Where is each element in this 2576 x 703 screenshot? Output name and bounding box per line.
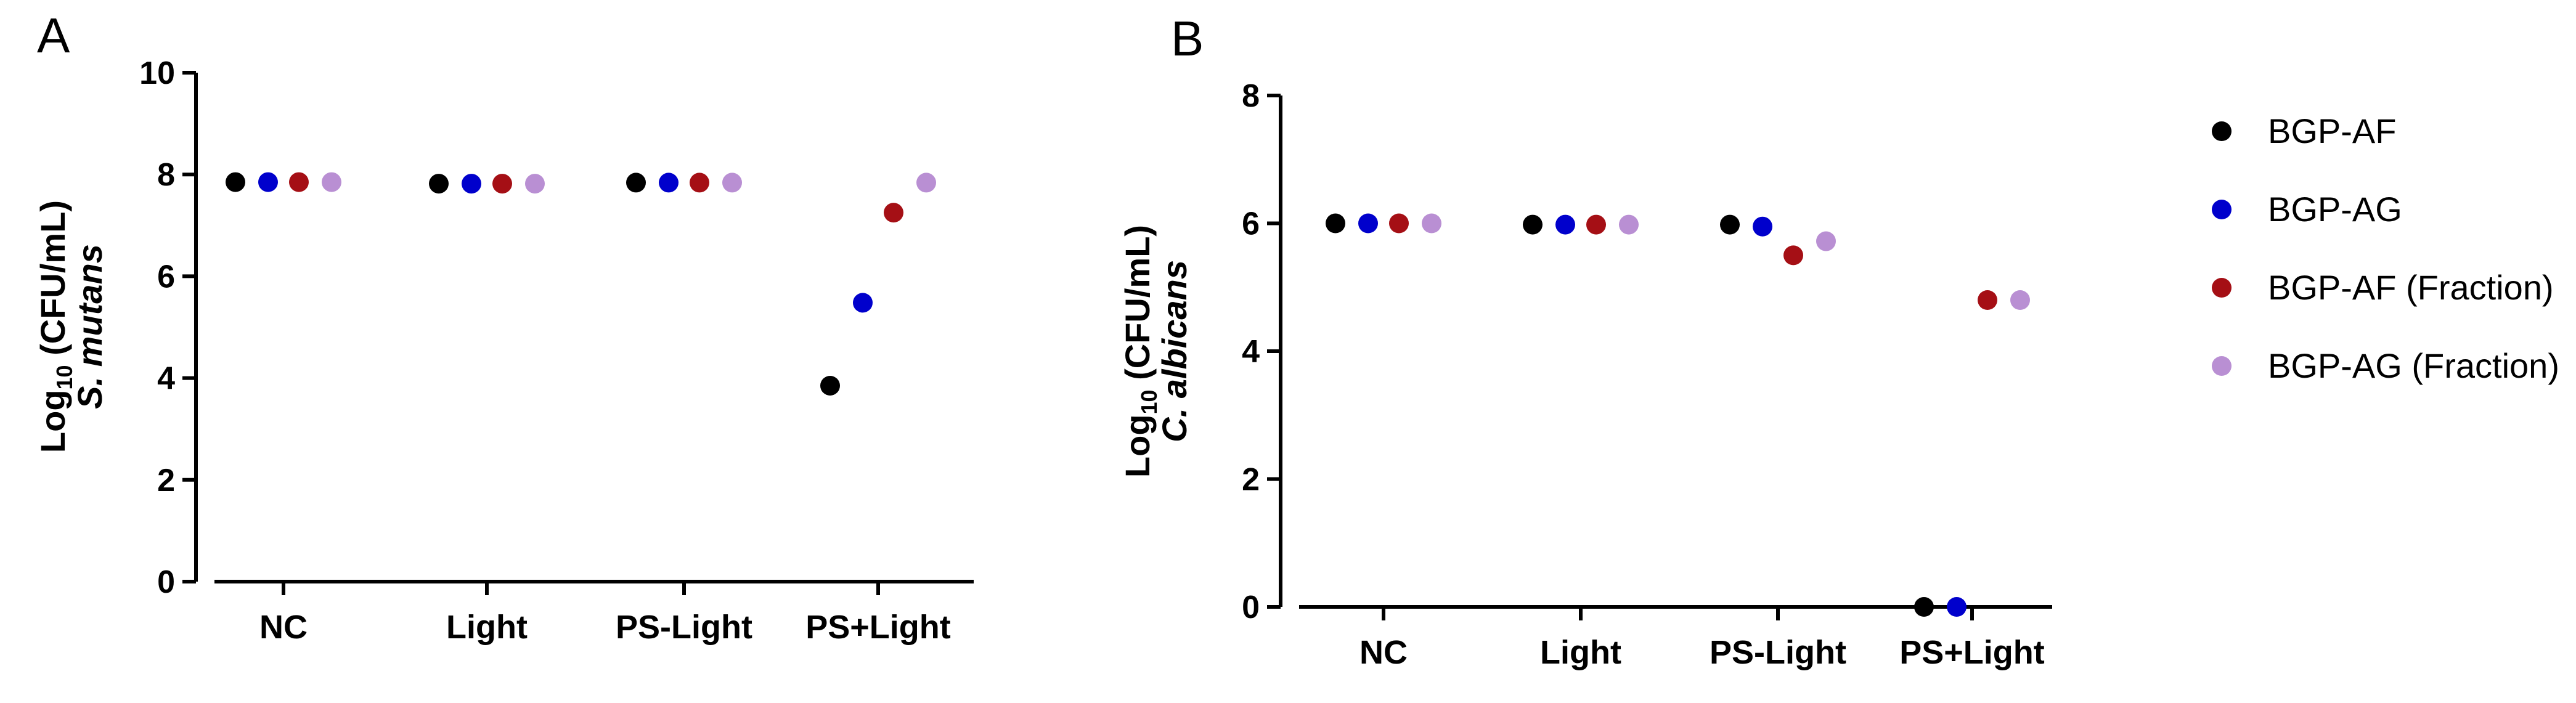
legend-marker-bgp-af xyxy=(2212,121,2232,141)
y-tick-label: 0 xyxy=(157,564,175,600)
data-point-bgp-ag-light xyxy=(1555,214,1575,235)
panel-a: A 0 2 4 6 8 10 NC Light PS-Light PS+Light Log10 (CF… xyxy=(33,8,974,646)
data-point-bgp-af-nc xyxy=(1326,213,1345,234)
x-tick-label-ps-light: PS+Light xyxy=(805,609,951,646)
data-point-bgp-af-ps-light xyxy=(820,375,840,396)
data-point-bgp-af-fraction-nc xyxy=(1389,213,1409,234)
y-tick-label: 6 xyxy=(1242,206,1260,242)
data-point-bgp-ag-fraction-ps-light xyxy=(1816,231,1836,251)
legend-marker-bgp-ag-fraction xyxy=(2212,356,2232,376)
y-tick-label: 4 xyxy=(157,361,175,397)
data-point-bgp-af-light xyxy=(1523,214,1543,235)
legend-label-bgp-af: BGP-AF xyxy=(2268,112,2396,150)
y-tick-label: 2 xyxy=(1242,462,1260,498)
data-point-bgp-ag-fraction-nc xyxy=(1422,213,1441,234)
data-point-bgp-af-fraction-ps-light xyxy=(1978,290,1997,310)
data-point-bgp-af-fraction-light xyxy=(1586,214,1606,235)
data-point-bgp-af-ps-light xyxy=(1914,597,1934,617)
x-tick-label-ps-light: PS+Light xyxy=(1899,634,2045,671)
x-tick-label-light: Light xyxy=(1540,634,1621,671)
y-tick-label: 4 xyxy=(1242,334,1260,370)
y-axis-label: Log10 (CFU/mL) xyxy=(33,200,77,453)
data-point-bgp-ag-nc xyxy=(1358,213,1378,234)
data-point-bgp-af-ps-light xyxy=(626,173,646,193)
data-point-bgp-ag-ps-light xyxy=(853,293,873,313)
y-axis-label: Log10 (CFU/mL) xyxy=(1118,225,1162,477)
data-point-bgp-af-fraction-nc xyxy=(289,172,309,192)
panel-b: B 0 2 4 6 8 NC Light PS-Light PS+Light Log10 (CFU/… xyxy=(1118,11,2052,671)
legend-label-bgp-ag-fraction: BGP-AG (Fraction) xyxy=(2268,346,2559,385)
data-point-bgp-ag-ps-light xyxy=(1753,216,1772,237)
panel-label-b: B xyxy=(1171,11,1204,66)
data-point-bgp-af-fraction-ps-light xyxy=(690,173,709,193)
data-point-bgp-af-fraction-ps-light xyxy=(884,203,903,223)
data-point-bgp-ag-fraction-nc xyxy=(322,172,341,192)
data-point-bgp-af-nc xyxy=(226,172,245,192)
x-tick-label-nc: NC xyxy=(1359,634,1408,671)
data-point-bgp-ag-ps-light xyxy=(659,173,679,193)
data-point-bgp-ag-fraction-light xyxy=(525,174,545,194)
legend-label-bgp-ag: BGP-AG xyxy=(2268,190,2402,229)
data-point-bgp-ag-fraction-ps-light xyxy=(916,173,936,193)
data-point-bgp-ag-fraction-ps-light xyxy=(722,173,742,193)
y-tick-label: 2 xyxy=(157,463,175,498)
data-point-bgp-ag-ps-light xyxy=(1947,597,1967,617)
y-tick-label: 6 xyxy=(157,259,175,295)
x-tick-label-nc: NC xyxy=(259,609,308,646)
y-tick-label: 8 xyxy=(1242,78,1260,114)
data-point-bgp-af-fraction-light xyxy=(492,174,512,194)
legend-label-bgp-af-fraction: BGP-AF (Fraction) xyxy=(2268,268,2554,307)
data-point-bgp-ag-fraction-light xyxy=(1619,214,1639,235)
y-axis-organism-label: S. mutans xyxy=(70,244,109,409)
legend: BGP-AF BGP-AG BGP-AF (Fraction) BGP-AG (Fra… xyxy=(2212,112,2559,385)
x-tick-label-ps-light: PS-Light xyxy=(616,609,752,646)
y-tick-label: 8 xyxy=(157,157,175,193)
y-axis-organism-label: C. albicans xyxy=(1155,260,1194,442)
data-point-bgp-ag-light xyxy=(462,174,481,194)
legend-marker-bgp-af-fraction xyxy=(2212,278,2232,298)
panel-label-a: A xyxy=(37,8,70,63)
legend-marker-bgp-ag xyxy=(2212,200,2232,219)
data-point-bgp-af-fraction-ps-light xyxy=(1783,245,1803,266)
data-point-bgp-ag-fraction-ps-light xyxy=(2010,290,2030,310)
data-point-bgp-af-ps-light xyxy=(1720,214,1740,235)
y-tick-label: 0 xyxy=(1242,590,1260,625)
data-point-bgp-af-light xyxy=(429,174,449,194)
data-point-bgp-ag-nc xyxy=(258,172,278,192)
y-tick-label: 10 xyxy=(139,55,175,91)
x-tick-label-ps-light: PS-Light xyxy=(1710,634,1846,671)
x-tick-label-light: Light xyxy=(446,609,528,646)
